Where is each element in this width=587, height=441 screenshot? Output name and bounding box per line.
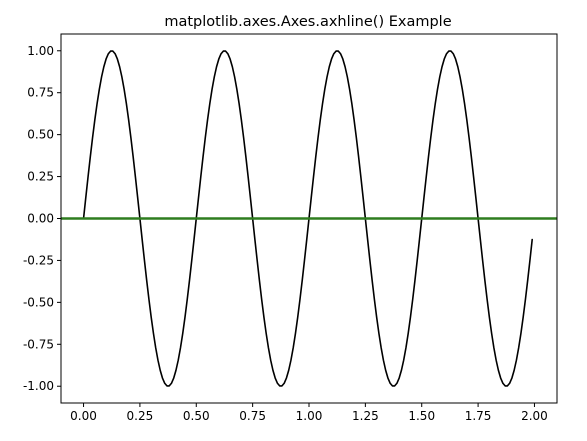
- x-tick-label-8: 2.00: [521, 409, 548, 423]
- y-tick-label-3: -0.25: [23, 253, 54, 267]
- x-tick-label-0: 0.00: [70, 409, 97, 423]
- x-tick-label-7: 1.75: [465, 409, 492, 423]
- y-tick-label-5: 0.25: [27, 170, 54, 184]
- chart-title: matplotlib.axes.Axes.axhline() Example: [164, 14, 451, 30]
- y-tick-label-8: 1.00: [27, 44, 54, 58]
- y-tick-label-7: 0.75: [27, 86, 54, 100]
- y-tick-label-4: 0.00: [27, 212, 54, 226]
- plot-area: [61, 50, 557, 387]
- y-tick-label-2: -0.50: [23, 295, 54, 309]
- y-tick-label-6: 0.50: [27, 128, 54, 142]
- x-tick-label-6: 1.50: [408, 409, 435, 423]
- series-line-0: [82, 50, 534, 387]
- y-tick-label-0: -1.00: [23, 379, 54, 393]
- x-tick-label-2: 0.50: [183, 409, 210, 423]
- y-tick-label-1: -0.75: [23, 337, 54, 351]
- axes-frame: [60, 33, 558, 404]
- x-axis: 0.00 0.25 0.50 0.75 1.00 1.25 1.50 1.75 2.00: [70, 403, 548, 423]
- x-tick-label-1: 0.25: [127, 409, 154, 423]
- x-tick-label-5: 1.25: [352, 409, 379, 423]
- x-tick-label-3: 0.75: [239, 409, 266, 423]
- y-axis: -1.00 -0.75 -0.50 -0.25 0.00 0.25 0.50 0.75 1.00: [23, 44, 61, 393]
- x-tick-label-4: 1.00: [296, 409, 323, 423]
